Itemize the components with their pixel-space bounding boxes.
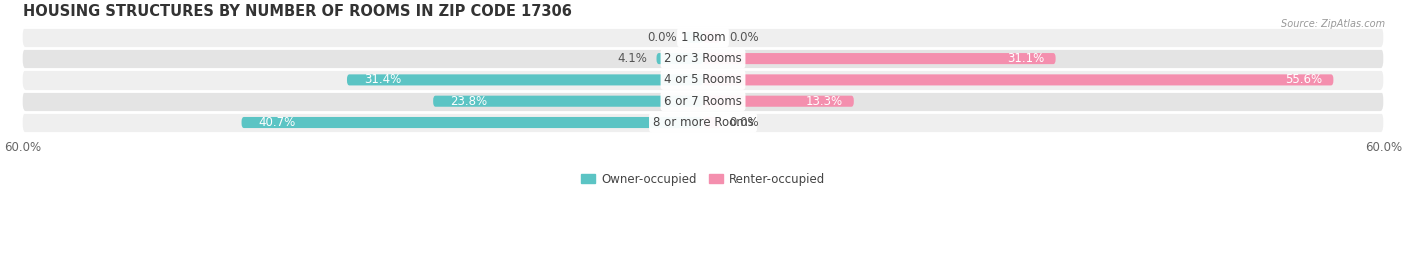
Text: 1 Room: 1 Room: [681, 31, 725, 44]
Text: HOUSING STRUCTURES BY NUMBER OF ROOMS IN ZIP CODE 17306: HOUSING STRUCTURES BY NUMBER OF ROOMS IN…: [22, 4, 572, 19]
Text: 13.3%: 13.3%: [806, 95, 842, 108]
FancyBboxPatch shape: [347, 74, 703, 86]
Text: 31.1%: 31.1%: [1007, 52, 1045, 65]
FancyBboxPatch shape: [657, 53, 703, 64]
Text: 0.0%: 0.0%: [730, 31, 759, 44]
FancyBboxPatch shape: [22, 48, 1384, 69]
Text: 0.0%: 0.0%: [730, 116, 759, 129]
FancyBboxPatch shape: [22, 27, 1384, 48]
Text: 4.1%: 4.1%: [617, 52, 647, 65]
FancyBboxPatch shape: [703, 96, 853, 107]
Text: 8 or more Rooms: 8 or more Rooms: [652, 116, 754, 129]
FancyBboxPatch shape: [22, 69, 1384, 91]
Text: 31.4%: 31.4%: [364, 73, 401, 86]
Legend: Owner-occupied, Renter-occupied: Owner-occupied, Renter-occupied: [576, 168, 830, 190]
FancyBboxPatch shape: [703, 53, 1056, 64]
FancyBboxPatch shape: [703, 117, 720, 128]
Text: 40.7%: 40.7%: [259, 116, 295, 129]
FancyBboxPatch shape: [703, 74, 1333, 86]
Text: 55.6%: 55.6%: [1285, 73, 1322, 86]
FancyBboxPatch shape: [22, 91, 1384, 112]
Text: 6 or 7 Rooms: 6 or 7 Rooms: [664, 95, 742, 108]
Text: 23.8%: 23.8%: [450, 95, 488, 108]
FancyBboxPatch shape: [242, 117, 703, 128]
FancyBboxPatch shape: [433, 96, 703, 107]
FancyBboxPatch shape: [703, 32, 720, 43]
FancyBboxPatch shape: [22, 112, 1384, 133]
Text: Source: ZipAtlas.com: Source: ZipAtlas.com: [1281, 19, 1385, 29]
Text: 4 or 5 Rooms: 4 or 5 Rooms: [664, 73, 742, 86]
FancyBboxPatch shape: [686, 32, 703, 43]
Text: 2 or 3 Rooms: 2 or 3 Rooms: [664, 52, 742, 65]
Text: 0.0%: 0.0%: [647, 31, 676, 44]
